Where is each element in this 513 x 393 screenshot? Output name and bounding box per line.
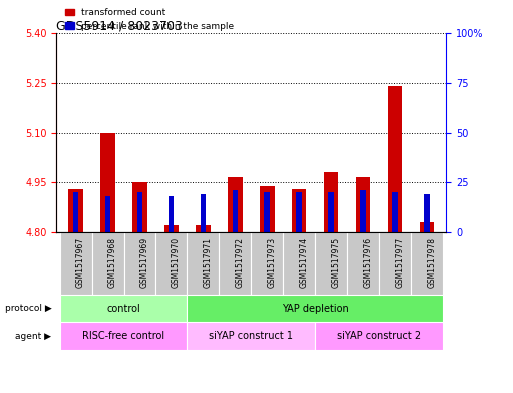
Bar bbox=[92, 232, 124, 295]
Bar bbox=[420, 222, 435, 232]
Bar bbox=[68, 189, 83, 232]
Text: RISC-free control: RISC-free control bbox=[83, 331, 165, 341]
Text: siYAP construct 2: siYAP construct 2 bbox=[337, 331, 421, 341]
Text: YAP depletion: YAP depletion bbox=[282, 303, 349, 314]
Bar bbox=[220, 232, 251, 295]
Bar bbox=[232, 190, 238, 232]
Text: GSM1517970: GSM1517970 bbox=[171, 237, 181, 288]
Text: GSM1517978: GSM1517978 bbox=[427, 237, 436, 288]
Bar bbox=[356, 177, 370, 232]
Bar bbox=[424, 194, 430, 232]
Bar bbox=[132, 182, 147, 232]
Bar bbox=[136, 192, 143, 232]
Bar bbox=[228, 177, 243, 232]
Text: GSM1517968: GSM1517968 bbox=[108, 237, 116, 288]
Text: GSM1517974: GSM1517974 bbox=[299, 237, 308, 288]
Bar bbox=[324, 172, 339, 232]
Bar bbox=[101, 133, 115, 232]
Bar bbox=[328, 192, 334, 232]
Text: GDS5914 / 8023703: GDS5914 / 8023703 bbox=[56, 19, 183, 32]
Bar bbox=[411, 232, 443, 295]
Text: GSM1517976: GSM1517976 bbox=[363, 237, 372, 288]
Bar bbox=[187, 295, 443, 322]
Text: GSM1517977: GSM1517977 bbox=[395, 237, 404, 288]
Bar bbox=[155, 232, 187, 295]
Bar bbox=[73, 192, 78, 232]
Text: siYAP construct 1: siYAP construct 1 bbox=[209, 331, 293, 341]
Bar bbox=[60, 322, 187, 350]
Text: agent ▶: agent ▶ bbox=[15, 332, 51, 340]
Bar bbox=[124, 232, 155, 295]
Bar bbox=[201, 194, 206, 232]
Text: GSM1517971: GSM1517971 bbox=[204, 237, 212, 288]
Text: GSM1517975: GSM1517975 bbox=[331, 237, 340, 288]
Bar bbox=[60, 295, 187, 322]
Text: protocol ▶: protocol ▶ bbox=[5, 304, 51, 313]
Bar bbox=[169, 196, 174, 232]
Bar bbox=[260, 185, 274, 232]
Bar bbox=[347, 232, 379, 295]
Bar bbox=[187, 322, 315, 350]
Bar bbox=[60, 232, 92, 295]
Text: GSM1517972: GSM1517972 bbox=[235, 237, 244, 288]
Bar bbox=[164, 225, 179, 232]
Bar bbox=[283, 232, 315, 295]
Text: GSM1517967: GSM1517967 bbox=[75, 237, 85, 288]
Bar bbox=[315, 322, 443, 350]
Bar bbox=[187, 232, 220, 295]
Bar bbox=[360, 190, 366, 232]
Bar bbox=[265, 192, 270, 232]
Bar bbox=[196, 225, 211, 232]
Bar bbox=[315, 232, 347, 295]
Bar bbox=[392, 192, 398, 232]
Bar bbox=[297, 192, 302, 232]
Bar bbox=[105, 196, 110, 232]
Bar bbox=[292, 189, 306, 232]
Bar bbox=[379, 232, 411, 295]
Bar bbox=[251, 232, 283, 295]
Text: control: control bbox=[107, 303, 141, 314]
Text: GSM1517969: GSM1517969 bbox=[140, 237, 149, 288]
Legend: transformed count, percentile rank within the sample: transformed count, percentile rank withi… bbox=[61, 4, 238, 34]
Text: GSM1517973: GSM1517973 bbox=[267, 237, 277, 288]
Bar bbox=[388, 86, 402, 232]
